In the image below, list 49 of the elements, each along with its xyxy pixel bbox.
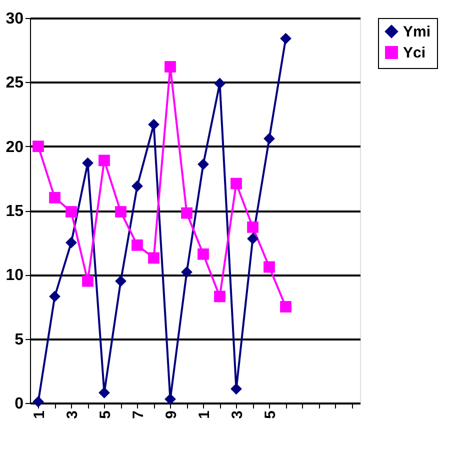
- point: [32, 396, 44, 408]
- point: [247, 221, 258, 233]
- x-tick-label: 5: [96, 410, 114, 419]
- x-tick-label: 1: [196, 410, 213, 419]
- point: [164, 61, 176, 72]
- point: [49, 290, 60, 302]
- y-tick-label: 0: [14, 396, 24, 412]
- y-tick-label: 30: [6, 10, 24, 28]
- point: [82, 275, 94, 287]
- y-tick-label: 25: [6, 74, 24, 92]
- x-tick-label: 7: [130, 410, 147, 419]
- point: [148, 118, 160, 130]
- point: [66, 236, 77, 248]
- point: [82, 157, 94, 169]
- y-tick-label: 10: [6, 267, 24, 284]
- point: [66, 206, 77, 218]
- point: [98, 154, 110, 166]
- y-tick-label: 20: [6, 138, 24, 156]
- point: [148, 252, 160, 264]
- x-tick-label: 3: [64, 410, 81, 419]
- point: [49, 192, 60, 204]
- point: [264, 132, 275, 144]
- point: [230, 178, 242, 190]
- point: [115, 206, 126, 218]
- legend-label: Yci: [403, 44, 426, 62]
- point: [132, 180, 143, 192]
- point: [247, 233, 258, 244]
- point: [264, 261, 275, 273]
- point: [32, 140, 44, 152]
- point: [280, 32, 292, 44]
- point: [214, 78, 226, 90]
- point: [198, 158, 209, 170]
- point: [132, 239, 143, 251]
- y-tick-label: 15: [6, 203, 24, 220]
- x-tick-label: 1: [30, 410, 48, 419]
- y-tick-label: 5: [14, 331, 24, 348]
- point: [230, 383, 242, 395]
- point: [280, 301, 292, 312]
- point: [98, 387, 110, 398]
- point: [214, 290, 226, 302]
- x-tick-label: 3: [228, 410, 246, 419]
- x-tick-label: 9: [162, 410, 180, 419]
- point: [181, 266, 192, 278]
- point: [115, 275, 126, 287]
- point: [164, 393, 176, 405]
- legend-label: Ymi: [403, 24, 431, 40]
- point: [181, 207, 192, 219]
- point: [198, 248, 209, 260]
- x-tick-label: 5: [262, 410, 279, 419]
